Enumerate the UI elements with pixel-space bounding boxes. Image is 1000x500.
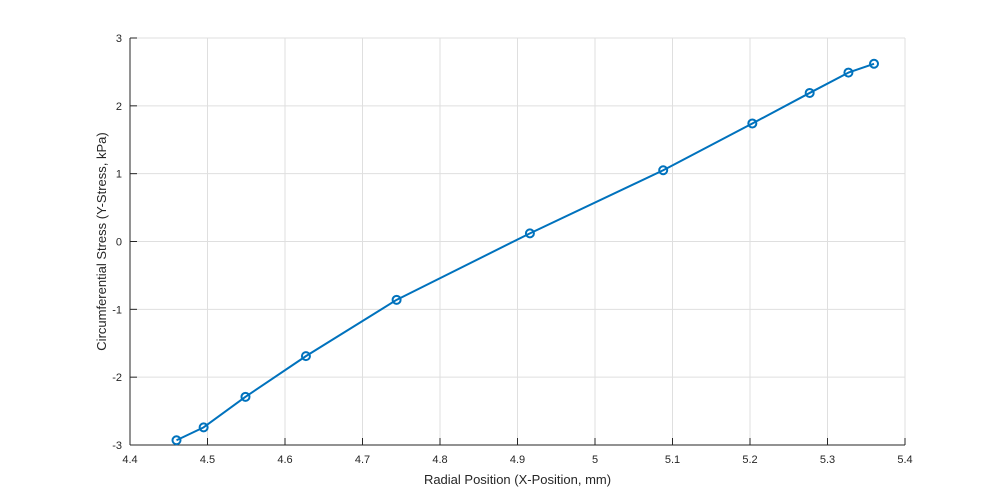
data-point <box>524 228 535 239</box>
data-point <box>747 118 758 129</box>
data-point <box>658 165 669 176</box>
data-point <box>869 58 879 69</box>
series-line <box>176 62 875 442</box>
x-tick-label: 4.6 <box>277 454 292 466</box>
data-point <box>391 294 402 305</box>
series <box>171 58 879 446</box>
data-point <box>198 422 209 433</box>
x-tick-label: 5 <box>592 454 598 466</box>
data-point <box>171 435 182 446</box>
x-tick-label: 4.8 <box>432 454 447 466</box>
data-point <box>240 391 251 402</box>
x-tick-label: 5.2 <box>742 454 757 466</box>
x-tick-label: 5.3 <box>820 454 835 466</box>
data-point <box>804 87 815 98</box>
y-tick-label: -1 <box>112 304 122 316</box>
y-tick-label: 0 <box>116 237 122 249</box>
data-point <box>843 67 854 78</box>
x-tick-label: 5.1 <box>665 454 680 466</box>
y-tick-label: 1 <box>116 169 122 181</box>
y-axis-label: Circumferential Stress (Y-Stress, kPa) <box>94 132 109 350</box>
y-tick-label: 2 <box>116 101 122 113</box>
x-tick-label: 4.4 <box>122 454 137 466</box>
data-point <box>300 351 311 362</box>
x-tick-label: 4.9 <box>510 454 525 466</box>
grid <box>129 37 906 446</box>
y-tick-label: -3 <box>112 440 122 452</box>
x-tick-label: 4.5 <box>200 454 215 466</box>
x-tick-label: 5.4 <box>897 454 912 466</box>
x-axis-label: Radial Position (X-Position, mm) <box>424 472 611 487</box>
x-tick-label: 4.7 <box>355 454 370 466</box>
y-tick-label: 3 <box>116 33 122 45</box>
ticks: 4.4 4.5 4.6 4.7 4.8 4.9 5 5.1 5.2 5.3 5.4 -3 -2 -1 0 1 2… <box>112 33 912 466</box>
y-tick-label: -2 <box>112 372 122 384</box>
